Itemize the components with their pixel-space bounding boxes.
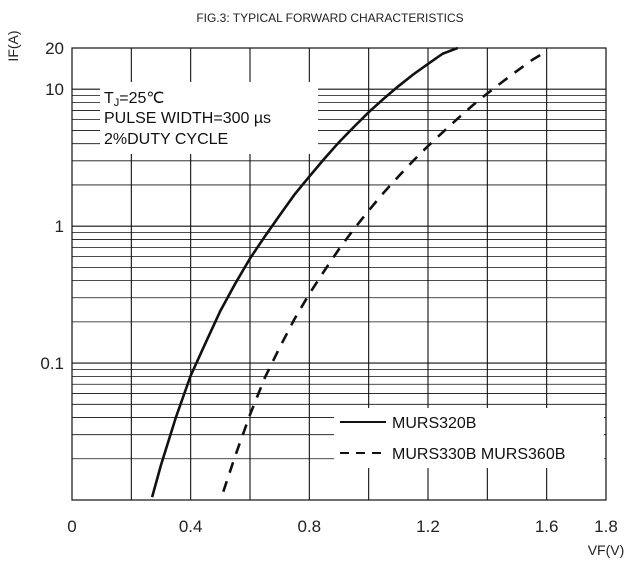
grid	[72, 48, 606, 500]
tick-labels: 0 0.4 0.8 1.2 1.6 1.8 20 10 1 0.1	[40, 39, 617, 536]
x-tick-label: 1.6	[535, 517, 559, 536]
curves	[150, 46, 548, 498]
y-tick-label: 0.1	[40, 354, 64, 373]
x-tick-label: 0	[67, 517, 76, 536]
chart-title: FIG.3: TYPICAL FORWARD CHARACTERISTICS	[196, 11, 463, 25]
y-tick-label: 1	[55, 217, 64, 236]
y-tick-label: 10	[45, 80, 64, 99]
annotation-line-1: TJ=25℃	[104, 90, 164, 109]
x-tick-label: 0.4	[179, 517, 203, 536]
x-axis-label: VF(V)	[588, 542, 625, 558]
legend-background	[334, 408, 604, 468]
legend-label-murs330b-murs360b: MURS330B MURS360B	[392, 446, 565, 463]
annotation-line-3: 2%DUTY CYCLE	[104, 131, 228, 148]
legend-label-murs320b: MURS320B	[392, 415, 476, 432]
x-tick-label: 1.8	[594, 517, 618, 536]
series-line-murs320b	[150, 46, 459, 498]
x-tick-label: 1.2	[416, 517, 440, 536]
annotation-line-2: PULSE WIDTH=300 µs	[104, 110, 271, 127]
series-line-murs330b-murs360b	[222, 49, 548, 493]
y-tick-label: 20	[45, 39, 64, 58]
y-axis-label: IF(A)	[5, 30, 21, 61]
plot-frame	[71, 47, 607, 501]
x-tick-label: 0.8	[298, 517, 322, 536]
annotation-background	[100, 82, 318, 154]
